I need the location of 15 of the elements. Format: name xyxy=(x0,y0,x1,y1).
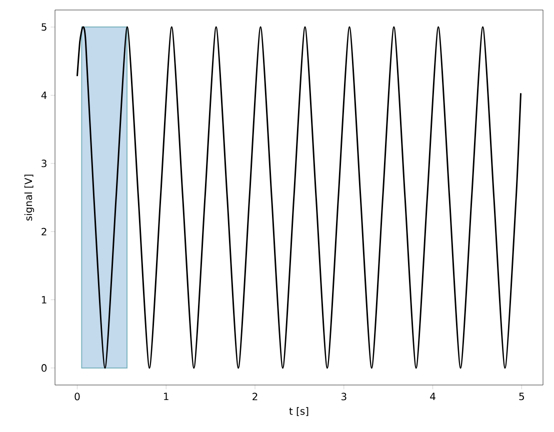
x-tick-label: 3 xyxy=(341,392,346,400)
y-tick-label: 0 xyxy=(42,364,47,372)
y-tick-label: 1 xyxy=(42,296,46,304)
x-axis-title: t [s] xyxy=(289,407,308,416)
y-tick-label: 3 xyxy=(42,160,46,168)
x-tick-label: 0 xyxy=(74,392,80,400)
y-tick-label: 2 xyxy=(42,228,46,236)
y-tick-label: 5 xyxy=(42,23,46,31)
line-series xyxy=(76,26,522,369)
x-tick-label: 4 xyxy=(430,392,436,400)
y-axis-title: signal [V] xyxy=(24,174,34,221)
x-tick-label: 1 xyxy=(164,392,168,400)
y-tick-label: 4 xyxy=(41,92,47,99)
x-tick-label: 2 xyxy=(252,392,258,400)
x-tick-label: 5 xyxy=(519,392,524,400)
